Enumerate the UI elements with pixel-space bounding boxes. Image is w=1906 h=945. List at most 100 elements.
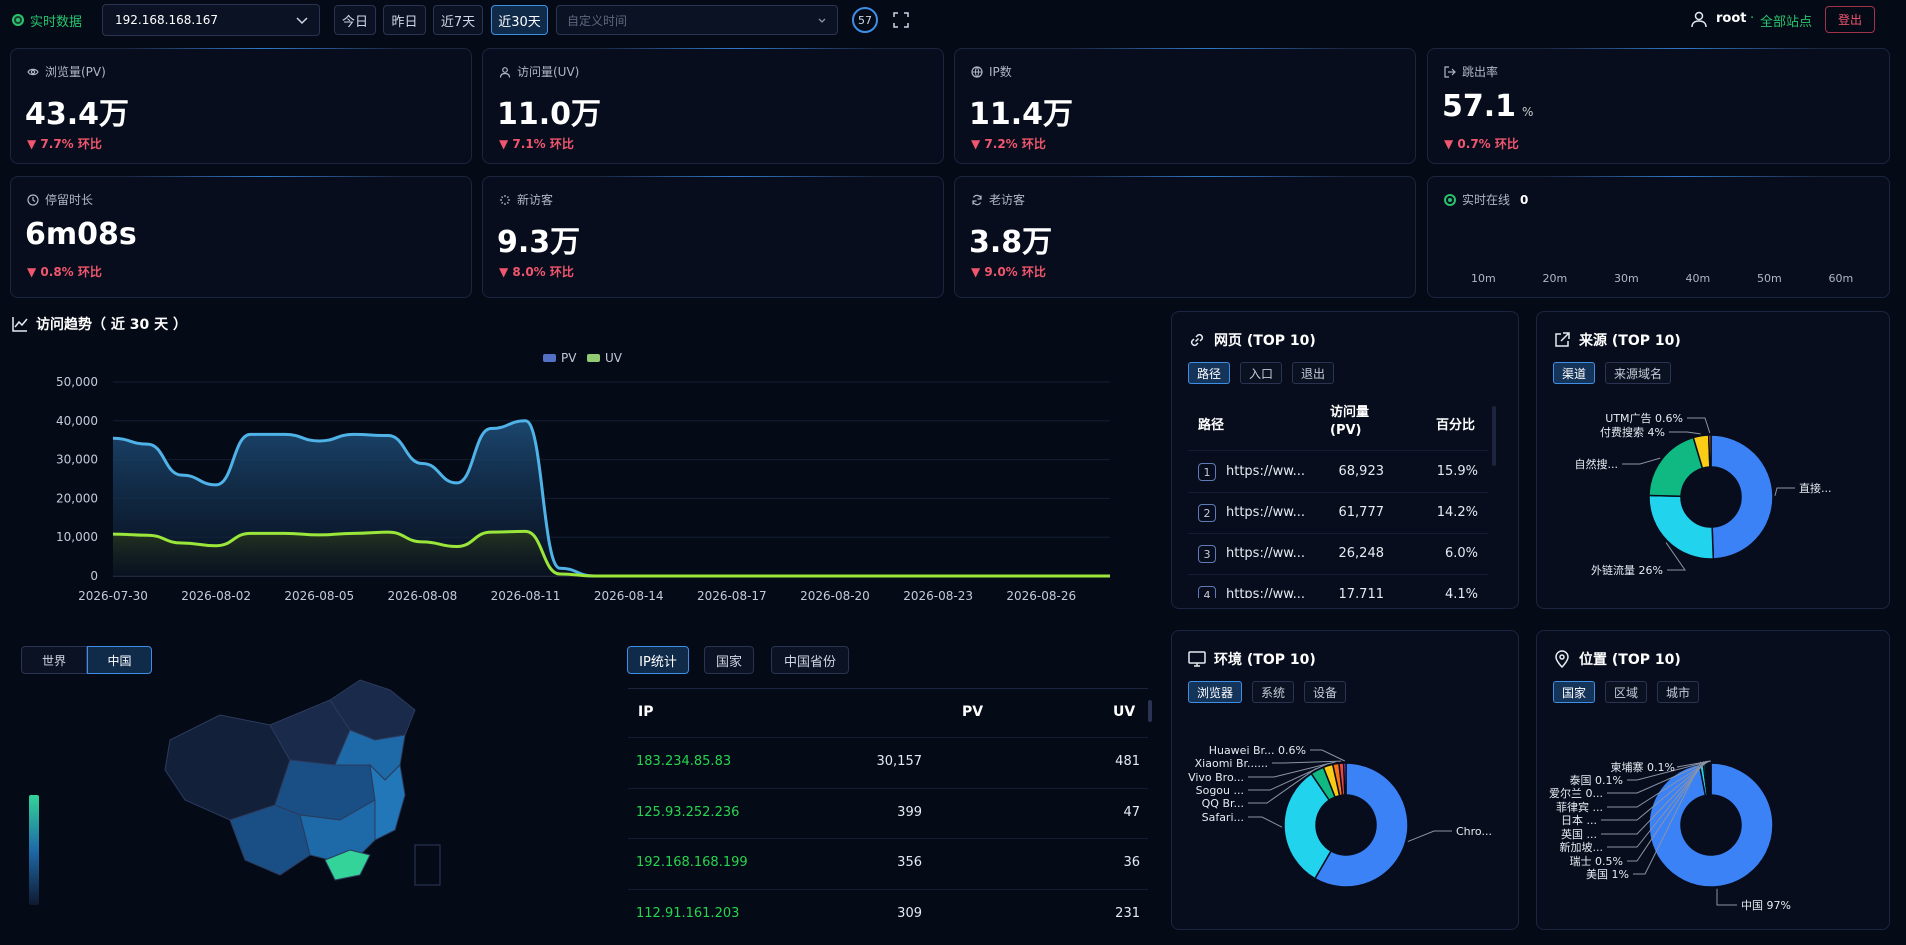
pages-tab-2[interactable]: 退出: [1292, 362, 1335, 384]
legend-uv-swatch[interactable]: [587, 354, 600, 362]
trend-legend: PV UV: [543, 351, 623, 365]
donut-slice[interactable]: [1710, 434, 1774, 560]
pages-table-row[interactable]: 2 https://ww... 61,777 14.2%: [1188, 493, 1488, 534]
server-select[interactable]: 192.168.168.167: [102, 4, 320, 36]
map-tab-0[interactable]: 世界: [21, 646, 87, 674]
legend-pv-swatch[interactable]: [543, 354, 556, 362]
donut-label: 中国 97%: [1741, 899, 1791, 912]
ip-scrollbar[interactable]: [1148, 700, 1152, 722]
stat-label-text: 停留时长: [45, 193, 94, 207]
pages-table-row[interactable]: 1 https://ww... 68,923 15.9%: [1188, 452, 1488, 493]
online-count-badge[interactable]: 57: [852, 7, 878, 33]
ip-address: 183.234.85.83: [636, 754, 732, 769]
trend-y-tick: 50,000: [56, 375, 98, 389]
stat-change: ▼ 9.0% 环比: [971, 265, 1046, 279]
donut-label-line: [1676, 760, 1711, 768]
location-tab-0[interactable]: 国家: [1553, 681, 1596, 703]
map-south-sea-inset: [414, 844, 441, 886]
trend-y-tick: 20,000: [56, 491, 98, 505]
uv-area: [113, 531, 1110, 576]
chevron-down-icon: [818, 18, 826, 23]
location-tab-1[interactable]: 区域: [1605, 681, 1648, 703]
trend-y-tick: 30,000: [56, 453, 98, 467]
china-map: [164, 679, 441, 886]
location-title: 位置 (TOP 10): [1579, 652, 1681, 668]
donut-slice[interactable]: [1342, 762, 1347, 796]
logout-button[interactable]: 登出: [1825, 6, 1875, 33]
donut-label: Xiaomi Br......: [1195, 757, 1268, 770]
page-path[interactable]: https://ww...: [1226, 464, 1306, 479]
donut-slice[interactable]: [1648, 436, 1704, 498]
server-select-value: 192.168.168.167: [115, 13, 219, 27]
custom-time-picker[interactable]: 自定义时间: [556, 5, 838, 35]
range-button-1[interactable]: 昨日: [383, 5, 426, 35]
page-path[interactable]: https://ww...: [1226, 587, 1306, 598]
page-path[interactable]: https://ww...: [1226, 505, 1306, 520]
donut-label-line: [1665, 542, 1686, 571]
donut-label: Safari...: [1202, 811, 1244, 824]
env-tab-1[interactable]: 系统: [1252, 681, 1295, 703]
pages-tab-1[interactable]: 入口: [1240, 362, 1283, 384]
fullscreen-icon[interactable]: [893, 12, 909, 28]
realtime-data-toggle[interactable]: 实时数据: [12, 6, 94, 34]
ip-pv: 356: [897, 855, 922, 870]
donut-label-line: [1607, 760, 1710, 808]
trend-x-tick: 2026-08-20: [800, 589, 870, 603]
map-tab-1[interactable]: 中国: [87, 646, 152, 674]
ip-table-row[interactable]: 125.93.252.236 399 47: [628, 793, 1148, 831]
topbar: 实时数据 192.168.168.167 今日 昨日 近7天 近30天 自定义时间 5…: [0, 0, 1906, 40]
stat-change: ▼ 8.0% 环比: [499, 265, 574, 279]
ip-table-row[interactable]: 192.168.168.199 356 36: [628, 843, 1148, 881]
page-pv: 26,248: [1338, 546, 1385, 561]
ip-tab-0[interactable]: IP统计: [627, 646, 689, 674]
ip-pv: 309: [897, 905, 922, 921]
donut-slice[interactable]: [1648, 494, 1715, 560]
env-title: 环境 (TOP 10): [1214, 652, 1316, 668]
trend-y-tick: 40,000: [56, 414, 98, 428]
donut-label: 爱尔兰 0...: [1549, 787, 1603, 800]
range-button-3[interactable]: 近30天: [491, 5, 548, 35]
donut-label-line: [1248, 763, 1328, 791]
ip-table-row[interactable]: 112.91.161.203 309 231: [628, 894, 1148, 932]
page-pct: 15.9%: [1436, 464, 1478, 479]
legend-uv-label[interactable]: UV: [605, 351, 623, 365]
donut-slice[interactable]: [1707, 434, 1712, 468]
pages-tab-0[interactable]: 路径: [1188, 362, 1231, 384]
ip-tab-1[interactable]: 国家: [704, 646, 754, 674]
site-selector[interactable]: 全部站点: [1760, 15, 1813, 30]
pages-scrollbar[interactable]: [1492, 406, 1496, 466]
donut-label-line: [1272, 760, 1342, 764]
legend-pv-label[interactable]: PV: [561, 351, 577, 365]
ip-tab-2[interactable]: 中国省份: [771, 646, 849, 674]
ip-table-row[interactable]: 183.234.85.83 30,157 481: [628, 742, 1148, 780]
map-region-guangdong: [324, 849, 371, 881]
ip-header-uv: UV: [1113, 704, 1136, 720]
stat-card-6: 老访客 3.8万 ▼ 9.0% 环比: [954, 176, 1416, 298]
ip-header-ip: IP: [638, 704, 654, 720]
stat-label-text: 老访客: [989, 193, 1026, 207]
separator-dot: ·: [1750, 11, 1755, 26]
pages-table-row[interactable]: 4 https://ww... 17,711 4.1%: [1188, 575, 1488, 598]
donut-slice[interactable]: [1313, 762, 1409, 888]
pages-table-row[interactable]: 3 https://ww... 26,248 6.0%: [1188, 534, 1488, 575]
line-chart-icon: [12, 317, 28, 332]
page-path[interactable]: https://ww...: [1226, 546, 1306, 561]
eye-icon: [27, 68, 39, 75]
stat-change: ▼ 0.7% 环比: [1444, 137, 1519, 151]
page-pct: 14.2%: [1436, 505, 1478, 520]
range-button-0[interactable]: 今日: [334, 5, 376, 35]
user-icon: [499, 66, 511, 78]
pages-header-pct: 百分比: [1436, 418, 1476, 433]
rank-number: 1: [1203, 465, 1211, 479]
donut-label: 瑞士 0.5%: [1570, 854, 1623, 868]
range-button-2[interactable]: 近7天: [433, 5, 483, 35]
donut-label: Vivo Bro...: [1188, 771, 1244, 784]
sources-tab-1[interactable]: 来源域名: [1605, 362, 1672, 384]
env-tab-0[interactable]: 浏览器: [1188, 681, 1243, 703]
sources-title: 来源 (TOP 10): [1579, 333, 1681, 349]
donut-label: Huawei Br... 0.6%: [1209, 744, 1306, 757]
env-tab-2[interactable]: 设备: [1304, 681, 1347, 703]
donut-slice[interactable]: [1283, 772, 1332, 880]
location-tab-2[interactable]: 城市: [1657, 681, 1700, 703]
sources-tab-0[interactable]: 渠道: [1553, 362, 1596, 384]
